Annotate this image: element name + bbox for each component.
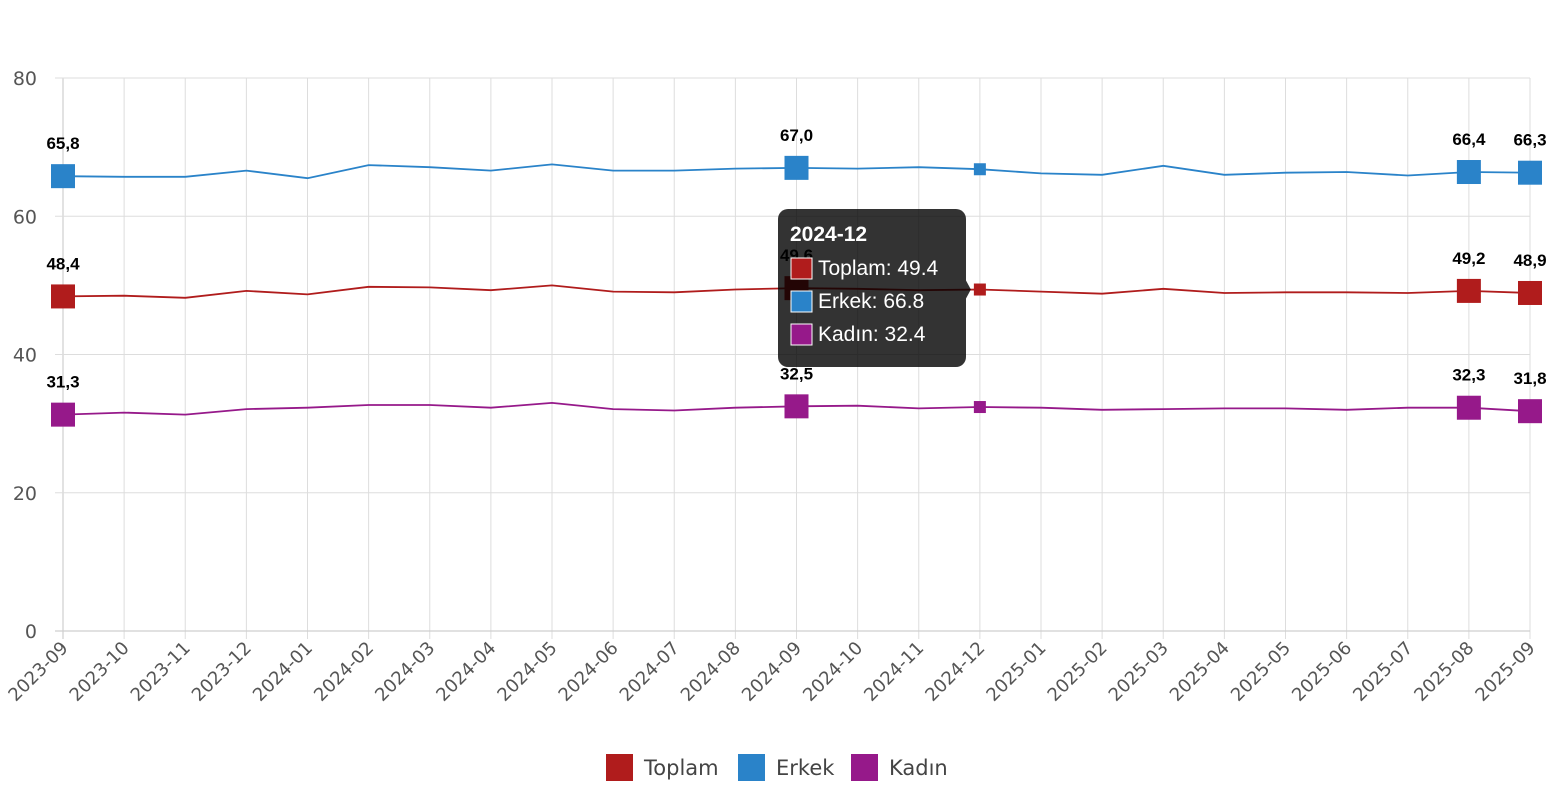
data-label: 48,4 (46, 254, 80, 273)
x-tick-label: 2025-07 (1349, 638, 1417, 706)
data-point-marker[interactable] (784, 394, 809, 419)
tooltip-line: Toplam: 49.4 (818, 257, 939, 280)
x-tick-label: 2024-06 (555, 638, 623, 706)
legend-label[interactable]: Kadın (889, 756, 948, 780)
y-tick-label: 80 (13, 68, 37, 90)
legend-swatch-toplam[interactable] (606, 754, 633, 781)
x-tick-label: 2023-10 (66, 638, 134, 706)
legend-swatch-erkek[interactable] (738, 754, 765, 781)
hover-point-marker[interactable] (973, 283, 986, 296)
tooltip-swatch (790, 290, 813, 313)
data-label: 31,3 (46, 373, 79, 392)
x-tick-label: 2024-02 (310, 638, 378, 706)
data-point-marker[interactable] (51, 284, 75, 309)
data-point-marker[interactable] (51, 402, 75, 427)
x-tick-label: 2024-12 (921, 638, 989, 706)
hover-point-marker[interactable] (973, 163, 986, 176)
tooltip-line: Kadın: 32.4 (818, 323, 926, 346)
data-point-marker[interactable] (1456, 395, 1481, 420)
x-tick-label: 2025-09 (1471, 638, 1539, 706)
legend-label[interactable]: Erkek (776, 756, 835, 780)
x-tick-label: 2024-05 (493, 638, 561, 706)
x-tick-label: 2024-11 (860, 638, 928, 706)
tooltip-caret (966, 280, 971, 299)
data-label: 66,4 (1452, 130, 1486, 149)
x-tick-label: 2025-01 (982, 638, 1050, 706)
x-tick-label: 2025-05 (1227, 638, 1295, 706)
x-tick-label: 2025-03 (1105, 638, 1173, 706)
legend-swatch-kadın[interactable] (851, 754, 878, 781)
x-tick-label: 2023-12 (188, 638, 256, 706)
data-point-marker[interactable] (784, 155, 809, 180)
y-tick-label: 20 (13, 483, 37, 505)
y-tick-label: 0 (25, 621, 37, 643)
x-tick-label: 2025-06 (1288, 638, 1356, 706)
x-tick-label: 2025-04 (1166, 638, 1234, 706)
x-tick-label: 2024-08 (677, 638, 745, 706)
x-tick-label: 2024-03 (371, 638, 439, 706)
data-label: 49,2 (1452, 249, 1485, 268)
data-point-marker[interactable] (1456, 278, 1481, 303)
y-tick-label: 40 (13, 345, 37, 367)
data-label: 66,3 (1513, 131, 1546, 150)
x-tick-label: 2024-01 (249, 638, 317, 706)
data-label: 48,9 (1513, 251, 1546, 270)
data-label: 32,5 (780, 364, 813, 383)
legend-label[interactable]: Toplam (643, 756, 719, 780)
data-point-marker[interactable] (1518, 280, 1542, 305)
tooltip-swatch (790, 257, 813, 280)
tooltip-title: 2024-12 (790, 223, 867, 246)
y-tick-label: 60 (13, 206, 37, 228)
x-tick-label: 2023-09 (4, 638, 72, 706)
x-tick-label: 2024-07 (616, 638, 684, 706)
x-tick-label: 2025-08 (1410, 638, 1478, 706)
x-tick-label: 2023-11 (127, 638, 195, 706)
x-tick-label: 2024-04 (432, 638, 500, 706)
data-point-marker[interactable] (1518, 399, 1542, 424)
tooltip-swatch (790, 323, 813, 346)
hover-point-marker[interactable] (973, 401, 986, 414)
data-label: 65,8 (46, 134, 79, 153)
x-tick-label: 2025-02 (1044, 638, 1112, 706)
x-tick-label: 2024-09 (738, 638, 806, 706)
data-point-marker[interactable] (1456, 160, 1481, 185)
tooltip-box (778, 209, 966, 367)
x-tick-label: 2024-10 (799, 638, 867, 706)
data-label: 32,3 (1452, 366, 1485, 385)
data-point-marker[interactable] (1518, 160, 1542, 185)
data-label: 31,8 (1513, 369, 1546, 388)
tooltip-line: Erkek: 66.8 (818, 290, 924, 313)
data-point-marker[interactable] (51, 164, 75, 189)
data-label: 67,0 (780, 126, 813, 145)
